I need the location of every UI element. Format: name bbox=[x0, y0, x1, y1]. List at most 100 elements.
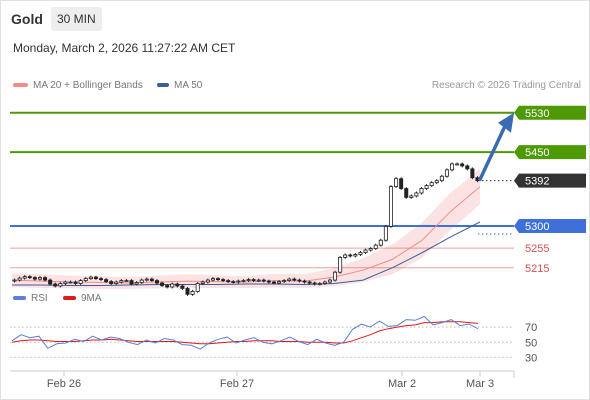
legend-9ma: 9MA bbox=[63, 293, 102, 304]
candle-body bbox=[226, 280, 231, 282]
level-label-5530: 5530 bbox=[525, 108, 549, 120]
candle-body bbox=[302, 280, 307, 283]
candle bbox=[180, 284, 185, 290]
rsi-tick-70: 70 bbox=[525, 322, 537, 334]
candle-body bbox=[394, 178, 399, 187]
candle bbox=[27, 275, 32, 280]
candle-body bbox=[119, 280, 124, 283]
rsi-tick-50: 50 bbox=[525, 337, 537, 349]
candle bbox=[404, 187, 409, 199]
candle bbox=[210, 277, 215, 282]
level-tag-bg bbox=[514, 173, 586, 188]
candle-body bbox=[404, 188, 409, 198]
candle-body bbox=[37, 277, 42, 280]
rsi-9ma-line bbox=[11, 321, 479, 345]
candle bbox=[12, 278, 17, 283]
candle bbox=[388, 185, 393, 228]
candle-body bbox=[343, 254, 348, 258]
candle bbox=[383, 224, 388, 242]
candle-body bbox=[175, 283, 180, 287]
candle-body bbox=[221, 279, 226, 281]
candle bbox=[460, 162, 465, 168]
ma20-swatch bbox=[13, 83, 28, 88]
candle bbox=[312, 281, 317, 286]
candle-body bbox=[307, 281, 312, 284]
9ma-swatch bbox=[63, 296, 76, 301]
candle-body bbox=[429, 182, 434, 186]
timeframe-badge[interactable]: 30 MIN bbox=[51, 7, 102, 31]
candle bbox=[307, 280, 312, 285]
candle-body bbox=[434, 180, 439, 184]
candle bbox=[104, 278, 109, 284]
level-tag-5530: 5530 bbox=[514, 105, 586, 120]
candle-body bbox=[327, 279, 332, 283]
candle bbox=[154, 279, 159, 285]
candle bbox=[358, 251, 363, 256]
candle bbox=[327, 278, 332, 284]
candle bbox=[231, 280, 236, 284]
instrument-title: Gold bbox=[11, 11, 43, 27]
candle-body bbox=[104, 279, 109, 282]
candle bbox=[368, 247, 373, 252]
candle-body bbox=[465, 165, 470, 170]
candle-body bbox=[210, 278, 215, 281]
credit-text: Research © 2026 Trading Central bbox=[431, 80, 581, 91]
candle bbox=[271, 280, 276, 285]
rsi-line bbox=[11, 315, 479, 350]
candle-body bbox=[231, 281, 236, 283]
candle-body bbox=[282, 280, 287, 282]
candle-body bbox=[129, 280, 134, 285]
candle-body bbox=[58, 283, 63, 287]
candle bbox=[88, 275, 93, 281]
candle-body bbox=[261, 279, 266, 282]
candle bbox=[63, 280, 68, 285]
candle bbox=[37, 276, 42, 281]
candle bbox=[226, 279, 231, 284]
candle bbox=[434, 179, 439, 185]
candle-body bbox=[297, 279, 302, 282]
candle-body bbox=[353, 254, 358, 257]
candle-body bbox=[114, 281, 119, 284]
candle-body bbox=[27, 276, 32, 279]
candle-body bbox=[322, 281, 327, 284]
candle bbox=[165, 284, 170, 289]
x-tick-label: Mar 3 bbox=[466, 378, 494, 390]
candle-body bbox=[292, 278, 297, 281]
candle-body bbox=[216, 278, 221, 281]
candle bbox=[17, 276, 22, 282]
candle bbox=[251, 278, 256, 283]
projection-arrow-shaft bbox=[477, 121, 509, 182]
candle bbox=[99, 277, 104, 282]
candle-body bbox=[409, 195, 414, 198]
projection-arrow-head bbox=[498, 112, 514, 133]
candle-body bbox=[256, 279, 261, 282]
candle bbox=[144, 277, 149, 282]
candles bbox=[12, 162, 480, 296]
candle bbox=[256, 278, 261, 283]
candle-body bbox=[32, 277, 37, 280]
candle-body bbox=[363, 249, 368, 253]
candle-body bbox=[368, 248, 373, 251]
candle-body bbox=[78, 280, 83, 284]
ma50-swatch bbox=[157, 83, 169, 88]
x-tick-label: Feb 26 bbox=[47, 378, 81, 390]
candle bbox=[68, 280, 73, 284]
candle-body bbox=[17, 277, 22, 281]
candle bbox=[200, 280, 205, 285]
candle-body bbox=[271, 281, 276, 284]
candle-body bbox=[373, 244, 378, 249]
candle bbox=[195, 282, 200, 293]
candle bbox=[292, 277, 297, 282]
candle bbox=[353, 253, 358, 258]
candle-body bbox=[144, 278, 149, 281]
candle bbox=[470, 167, 475, 180]
ma50-label: MA 50 bbox=[174, 80, 203, 91]
candle-body bbox=[246, 279, 251, 281]
candle bbox=[277, 280, 282, 285]
candle bbox=[221, 278, 226, 283]
level-tag-5300: 5300 bbox=[514, 218, 586, 233]
candle-body bbox=[317, 283, 322, 285]
candle bbox=[205, 278, 210, 284]
candle bbox=[32, 276, 37, 281]
